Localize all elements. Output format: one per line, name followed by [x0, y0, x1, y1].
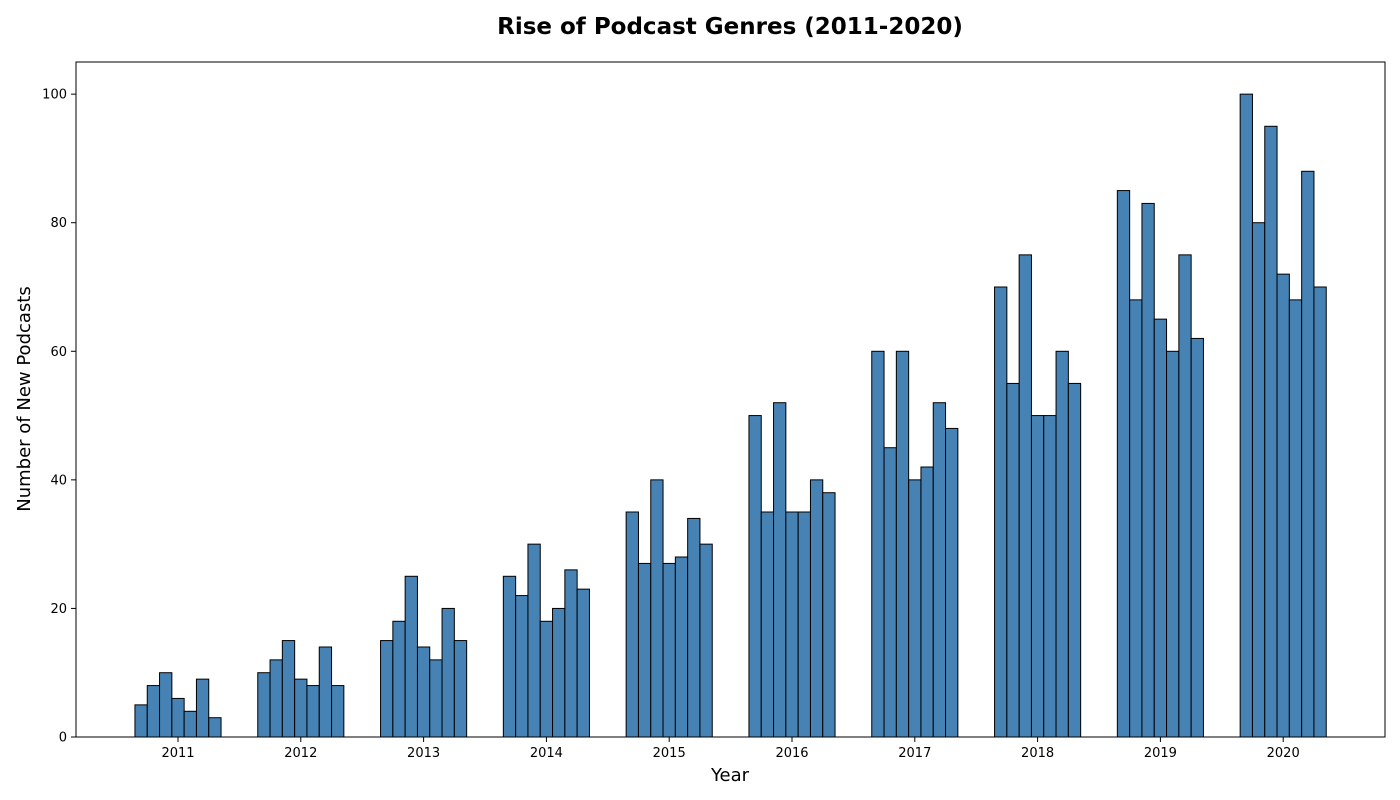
bar-2011-4 — [171, 697, 185, 738]
bar-2014-1 — [502, 575, 517, 738]
bar-2020-6 — [1301, 170, 1315, 738]
bar-2011-3 — [159, 672, 173, 738]
bar-2019-1 — [1116, 190, 1131, 738]
bar-2020-5 — [1288, 299, 1303, 738]
bar-2019-6 — [1178, 254, 1192, 738]
bar-2016-1 — [748, 415, 762, 738]
x-tick-label-2020: 2020 — [1267, 746, 1300, 761]
bar-2020-7 — [1313, 286, 1327, 738]
bar-2017-5 — [920, 466, 934, 738]
bar-2012-7 — [331, 685, 345, 738]
bar-2016-3 — [773, 402, 787, 738]
bar-2012-2 — [269, 659, 283, 738]
x-tick-label-2011: 2011 — [161, 746, 194, 761]
bar-2011-7 — [208, 717, 222, 738]
bar-2017-7 — [945, 427, 959, 738]
bar-2019-4 — [1153, 318, 1168, 738]
bar-2012-5 — [306, 685, 320, 738]
bar-2013-3 — [404, 575, 418, 738]
bar-2018-4 — [1030, 415, 1045, 738]
bar-2011-5 — [183, 710, 197, 738]
bar-2019-2 — [1129, 299, 1143, 738]
y-tick-label-0: 0 — [59, 731, 67, 746]
x-tick-label-2017: 2017 — [898, 746, 931, 761]
bar-2015-3 — [650, 479, 664, 738]
x-tick-label-2013: 2013 — [407, 746, 440, 761]
y-tick-label-80: 80 — [50, 216, 67, 231]
bar-2017-1 — [871, 350, 885, 738]
x-axis-label: Year — [710, 765, 750, 786]
bar-2016-5 — [797, 511, 811, 738]
y-tick-label-20: 20 — [50, 602, 67, 617]
bar-2019-5 — [1166, 350, 1180, 738]
bar-2020-3 — [1264, 125, 1278, 738]
bar-2015-1 — [625, 511, 639, 738]
bar-2014-6 — [564, 569, 578, 738]
bar-2017-3 — [895, 350, 910, 738]
x-tick-label-2018: 2018 — [1021, 746, 1054, 761]
bar-2011-2 — [146, 685, 161, 738]
bar-2016-4 — [785, 511, 799, 738]
bar-2013-4 — [416, 646, 431, 738]
axes-layer: 0 20 40 60 80 100 2011 2012 2013 2014 2015 2016 2017… — [42, 61, 1386, 761]
y-tick-label-40: 40 — [50, 473, 67, 488]
bar-2019-7 — [1190, 337, 1204, 738]
bar-2016-7 — [822, 492, 836, 738]
bar-2018-2 — [1006, 382, 1020, 738]
bar-2017-4 — [908, 479, 922, 738]
bar-2011-1 — [134, 704, 148, 738]
bar-2012-1 — [257, 672, 271, 738]
bar-2015-6 — [687, 517, 701, 738]
bar-2018-7 — [1067, 382, 1082, 738]
bar-2013-7 — [453, 640, 468, 738]
y-tick-label-100: 100 — [42, 88, 67, 103]
bar-2014-3 — [527, 543, 541, 738]
bar-2017-2 — [883, 447, 897, 738]
bar-2012-3 — [281, 640, 296, 738]
plot-frame — [75, 61, 1386, 738]
bar-2016-2 — [760, 511, 775, 738]
bar-2018-6 — [1055, 350, 1069, 738]
bar-2014-2 — [515, 595, 529, 738]
bar-2015-2 — [637, 562, 652, 738]
y-axis-label: Number of New Podcasts — [14, 286, 35, 511]
x-tick-label-2014: 2014 — [530, 746, 563, 761]
bar-2018-5 — [1043, 415, 1057, 738]
bars-layer — [134, 93, 1327, 738]
bar-2015-5 — [674, 556, 689, 738]
bar-2018-1 — [994, 286, 1008, 738]
bar-2018-3 — [1018, 254, 1032, 738]
bar-2015-7 — [699, 543, 713, 738]
bar-2013-2 — [392, 620, 406, 738]
bar-2020-1 — [1239, 93, 1253, 738]
bar-2012-4 — [294, 678, 308, 738]
bar-2013-1 — [380, 640, 394, 738]
bar-2011-6 — [195, 678, 210, 738]
bar-2014-7 — [576, 588, 590, 738]
bar-2012-6 — [318, 646, 333, 738]
x-tick-label-2012: 2012 — [284, 746, 317, 761]
bar-2020-4 — [1276, 273, 1290, 738]
bar-2014-5 — [552, 607, 566, 738]
x-tick-label-2015: 2015 — [653, 746, 686, 761]
x-tick-label-2019: 2019 — [1144, 746, 1177, 761]
bar-2020-2 — [1251, 222, 1266, 738]
bar-2014-4 — [539, 620, 554, 738]
x-tick-label-2016: 2016 — [775, 746, 808, 761]
bar-2013-6 — [441, 607, 455, 738]
bar-2017-6 — [932, 402, 947, 738]
bar-2019-3 — [1141, 202, 1155, 738]
bar-2016-6 — [809, 479, 824, 738]
y-tick-label-60: 60 — [50, 345, 67, 360]
chart-title: Rise of Podcast Genres (2011-2020) — [497, 14, 963, 40]
bar-2015-4 — [662, 562, 676, 738]
bar-2013-5 — [429, 659, 443, 738]
